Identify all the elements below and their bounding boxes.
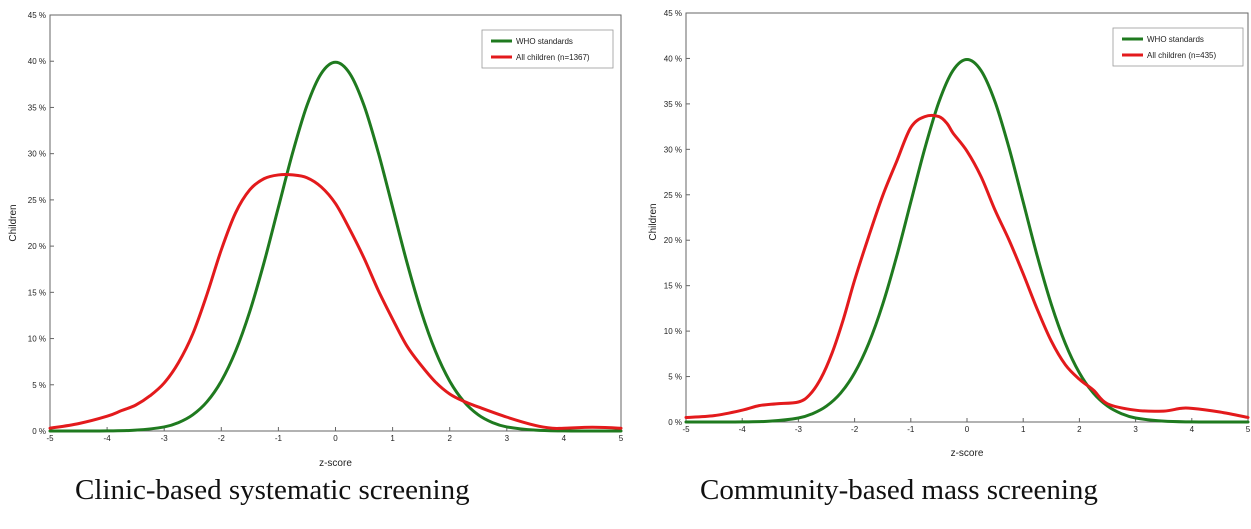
y-ticks-community: 0 % 5 % 10 % 15 % 20 % 25 % 30 % 35 % 40 % 45 % bbox=[664, 9, 690, 427]
x-tick-label: -4 bbox=[739, 425, 747, 434]
y-tick-label: 0 % bbox=[32, 427, 46, 436]
legend-label-who-clinic: WHO standards bbox=[516, 37, 573, 46]
x-tick-label: 1 bbox=[390, 434, 395, 443]
x-tick-label: 1 bbox=[1021, 425, 1026, 434]
y-tick-label: 10 % bbox=[28, 335, 46, 344]
x-axis-label-clinic: z-score bbox=[319, 458, 352, 469]
y-tick-label: 25 % bbox=[28, 196, 46, 205]
series-clinic bbox=[48, 60, 623, 433]
y-tick-label: 30 % bbox=[28, 150, 46, 159]
x-tick-label: -3 bbox=[795, 425, 803, 434]
x-axis-label-community: z-score bbox=[951, 448, 984, 459]
x-tick-label: 5 bbox=[1246, 425, 1251, 434]
y-axis-label-community: Children bbox=[648, 203, 659, 240]
x-tick-label: -5 bbox=[682, 425, 690, 434]
y-tick-label: 35 % bbox=[28, 103, 46, 112]
y-tick-label: 5 % bbox=[668, 373, 682, 382]
legend-label-children-clinic: All children (n=1367) bbox=[516, 53, 590, 62]
x-tick-label: 4 bbox=[1190, 425, 1195, 434]
who-standards-line-community bbox=[684, 57, 1250, 424]
x-tick-label: 4 bbox=[562, 434, 567, 443]
x-tick-label: -5 bbox=[46, 434, 54, 443]
plot-frame-community bbox=[685, 12, 1249, 423]
y-tick-label: 40 % bbox=[28, 57, 46, 66]
series-community bbox=[684, 57, 1250, 424]
who-standards-line-clinic bbox=[48, 60, 623, 433]
x-tick-label: -1 bbox=[275, 434, 283, 443]
all-children-line-clinic bbox=[48, 173, 623, 430]
x-tick-label: -1 bbox=[907, 425, 915, 434]
x-tick-label: -4 bbox=[104, 434, 112, 443]
x-tick-label: 2 bbox=[1077, 425, 1082, 434]
legend-community: WHO standards All children (n=435) bbox=[1112, 27, 1244, 67]
legend-clinic: WHO standards All children (n=1367) bbox=[481, 29, 614, 69]
legend-label-children-community: All children (n=435) bbox=[1147, 51, 1216, 60]
y-tick-label: 20 % bbox=[28, 242, 46, 251]
y-tick-label: 40 % bbox=[664, 54, 682, 63]
x-tick-label: -2 bbox=[218, 434, 226, 443]
y-ticks-clinic: 0 % 5 % 10 % 15 % 20 % 25 % 30 % 35 % 40 % 45 % bbox=[28, 11, 54, 436]
x-tick-label: 0 bbox=[333, 434, 338, 443]
legend-box-community bbox=[1112, 27, 1244, 67]
y-tick-label: 25 % bbox=[664, 191, 682, 200]
x-tick-label: 2 bbox=[447, 434, 452, 443]
y-tick-label: 35 % bbox=[664, 100, 682, 109]
y-axis-label-clinic: Children bbox=[8, 204, 19, 241]
x-tick-label: -2 bbox=[851, 425, 859, 434]
y-tick-label: 30 % bbox=[664, 145, 682, 154]
plot-frame-clinic bbox=[49, 14, 622, 432]
legend-label-who-community: WHO standards bbox=[1147, 35, 1204, 44]
chart-clinic: 0 % 5 % 10 % 15 % 20 % 25 % 30 % 35 % 40 % 45 % -… bbox=[8, 11, 624, 469]
y-tick-label: 20 % bbox=[664, 236, 682, 245]
y-tick-label: 5 % bbox=[32, 381, 46, 390]
x-tick-label: 3 bbox=[505, 434, 510, 443]
y-tick-label: 15 % bbox=[28, 288, 46, 297]
y-tick-label: 15 % bbox=[664, 282, 682, 291]
legend-box-clinic bbox=[481, 29, 614, 69]
caption-clinic: Clinic-based systematic screening bbox=[75, 474, 470, 506]
x-tick-label: 5 bbox=[619, 434, 624, 443]
chart-community: 0 % 5 % 10 % 15 % 20 % 25 % 30 % 35 % 40 % 45 % -… bbox=[648, 9, 1251, 459]
caption-community: Community-based mass screening bbox=[700, 474, 1098, 506]
y-tick-label: 45 % bbox=[28, 11, 46, 20]
y-tick-label: 45 % bbox=[664, 9, 682, 18]
all-children-line-community bbox=[684, 113, 1250, 419]
y-tick-label: 0 % bbox=[668, 418, 682, 427]
x-tick-label: 0 bbox=[965, 425, 970, 434]
x-tick-label: -3 bbox=[161, 434, 169, 443]
x-tick-label: 3 bbox=[1133, 425, 1138, 434]
y-tick-label: 10 % bbox=[664, 327, 682, 336]
